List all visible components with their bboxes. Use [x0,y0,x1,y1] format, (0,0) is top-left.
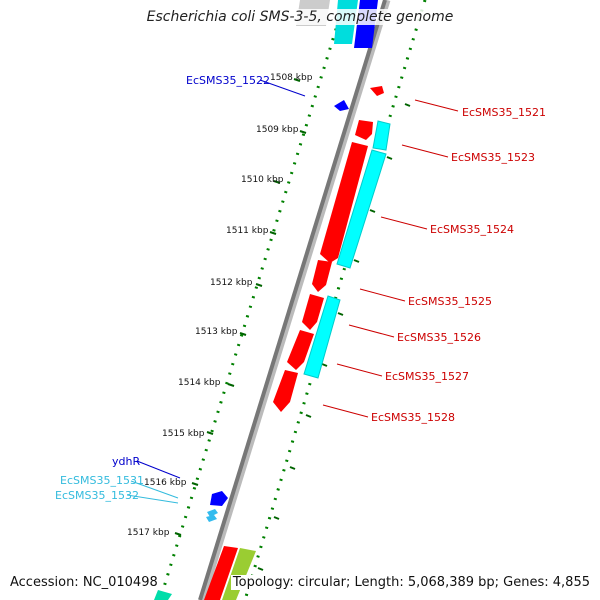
tick-mark [273,516,280,520]
tick-mark [337,312,344,316]
tick-label: 1509 kbp [256,125,299,135]
gene-ecsms35-1523-shape [355,120,373,140]
gene-label-ecsms35-1522: EcSMS35_1522 [186,74,270,87]
connector-ecsms35-1523 [401,144,449,158]
tick-mark [293,78,301,82]
gene-label-ecsms35-1521: EcSMS35_1521 [462,106,546,119]
tick-label: 1513 kbp [195,327,238,337]
gene-ecsms35-1522-shape [334,100,349,111]
tick-mark [321,363,328,367]
tick-mark [305,414,312,418]
tick-mark [289,466,296,470]
genome-summary-text: Topology: circular; Length: 5,068,389 bp… [230,575,592,590]
tick-label: 1517 kbp [127,528,170,538]
gene-label-ecsms35-1526: EcSMS35_1526 [397,331,481,344]
tick-mark [257,567,264,571]
gene-ecsms35-1521-shape [370,86,384,96]
gene-label-ecsms35-1525: EcSMS35_1525 [408,295,492,308]
tick-mark [299,130,307,134]
tick-marks [174,78,411,571]
connector-ecsms35-1524 [380,216,428,230]
gene-ecsms35-1532-shape [206,515,217,522]
gene-label-ecsms35-1528: EcSMS35_1528 [371,411,455,424]
connector-ecsms35-1525 [359,288,406,302]
tick-label: 1514 kbp [178,378,221,388]
cyan-feature [303,295,341,379]
tick-labels: 1508 kbp 1509 kbp 1510 kbp 1511 kbp 1512… [127,73,313,538]
gene-ydhr-shape [210,491,228,506]
tick-mark [255,283,263,287]
tick-mark [369,209,376,213]
connector-ecsms35-1531 [130,480,179,499]
tick-label: 1511 kbp [226,226,269,236]
gene-labels: EcSMS35_1522 EcSMS35_1521 EcSMS35_1523 E… [55,74,546,502]
tick-mark [206,431,214,435]
tick-mark [404,103,411,107]
tick-mark [191,482,199,486]
tick-label: 1516 kbp [144,478,187,488]
bottom-features [154,546,256,600]
tick-label: 1508 kbp [270,73,313,83]
gene-ecsms35-1527-shape [287,330,314,370]
tick-mark [269,231,277,235]
tick-label: 1515 kbp [162,429,205,439]
gene-ecsms35-1531-shape [207,509,218,517]
connector-ydhr [136,460,181,479]
gene-ecsms35-1528-shape [273,370,298,412]
tick-label: 1512 kbp [210,278,253,288]
tick-mark [273,180,281,184]
bottom-green-feature [222,548,256,600]
connector-ecsms35-1532 [126,494,179,504]
accession-text: Accession: NC_010498 [8,575,160,590]
gene-ecsms35-1525-shape [312,260,332,292]
cyan-feature [336,149,387,269]
backbone [198,0,387,600]
tick-label: 1510 kbp [241,175,284,185]
connector-ecsms35-1527 [336,363,383,377]
gene-label-ecsms35-1527: EcSMS35_1527 [385,370,469,383]
forward-cyan-features [303,120,391,379]
tick-mark [174,532,182,536]
gene-label-ecsms35-1523: EcSMS35_1523 [451,151,535,164]
connector-ecsms35-1526 [348,324,395,338]
genome-title: Escherichia coli SMS-3-5, complete genom… [0,9,600,25]
cyan-feature [372,120,391,151]
connector-ecsms35-1522 [259,79,306,97]
gene-label-ecsms35-1524: EcSMS35_1524 [430,223,514,236]
connector-ecsms35-1521 [414,99,459,112]
gene-ecsms35-1526-shape [302,294,324,330]
gene-label-ecsms35-1532: EcSMS35_1532 [55,489,139,502]
tick-mark [386,156,393,160]
label-connectors [126,79,459,504]
bottom-cyan-feature [154,590,172,600]
connector-ecsms35-1528 [322,404,369,418]
tick-mark [353,259,360,263]
tick-mark [239,332,247,336]
gene-ecsms35-1524-shape [320,142,368,263]
forward-red-genes [273,120,373,412]
bottom-red-gene [204,546,238,600]
tick-mark [227,383,235,387]
gene-label-ecsms35-1531: EcSMS35_1531 [60,474,144,487]
gene-label-ydhr: ydhR [112,455,140,468]
